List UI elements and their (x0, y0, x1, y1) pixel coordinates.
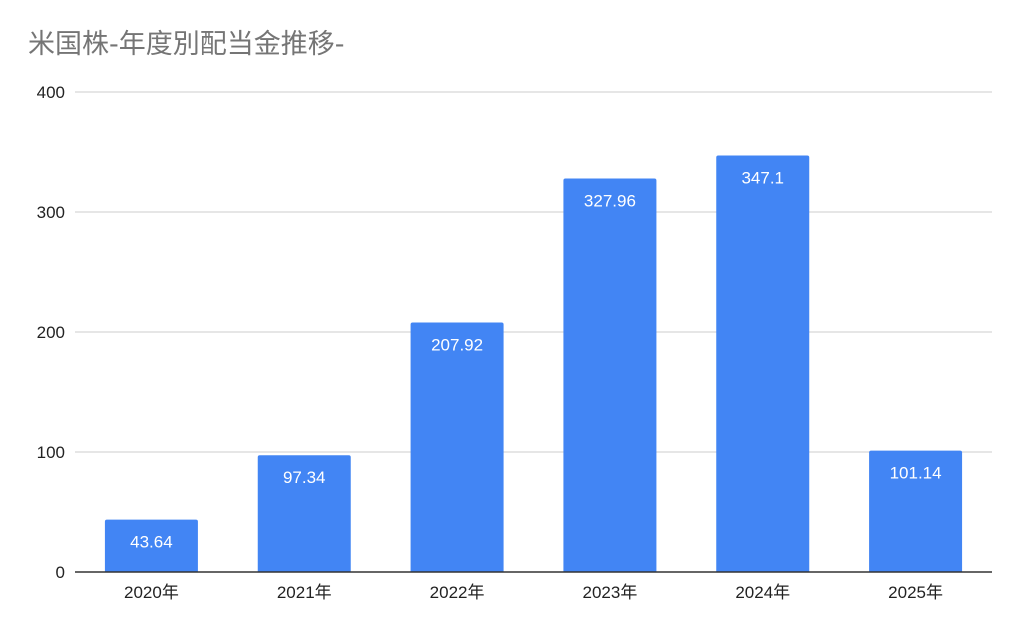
bar (410, 322, 504, 572)
x-axis-ticks: 2020年 2021年 2022年 2023年 2024年 2025年 (124, 583, 943, 602)
chart-title: 米国株-年度別配当金推移- (28, 29, 345, 60)
bar (869, 450, 963, 572)
data-label: 347.1 (741, 168, 784, 187)
bar (716, 155, 810, 573)
x-tick-label: 2025年 (888, 583, 943, 602)
gridlines (75, 91, 992, 453)
bars (104, 155, 963, 573)
bar (563, 178, 657, 572)
data-label: 101.14 (890, 464, 942, 483)
bar (104, 519, 198, 572)
y-tick-label: 100 (37, 443, 65, 462)
x-tick-label: 2021年 (277, 583, 332, 602)
y-tick-label: 300 (37, 203, 65, 222)
y-tick-label: 400 (37, 83, 65, 102)
y-axis-ticks: 0 100 200 300 400 (37, 83, 65, 582)
y-tick-label: 0 (56, 563, 65, 582)
y-tick-label: 200 (37, 323, 65, 342)
data-label: 327.96 (584, 191, 636, 210)
x-tick-label: 2023年 (583, 583, 638, 602)
data-label: 43.64 (130, 533, 173, 552)
x-tick-label: 2022年 (430, 583, 485, 602)
x-tick-label: 2024年 (735, 583, 790, 602)
data-labels: 43.64 97.34 207.92 327.96 347.1 101.14 (130, 168, 941, 551)
data-label: 207.92 (431, 335, 483, 354)
data-label: 97.34 (283, 468, 326, 487)
bar (257, 455, 351, 572)
x-tick-label: 2020年 (124, 583, 179, 602)
